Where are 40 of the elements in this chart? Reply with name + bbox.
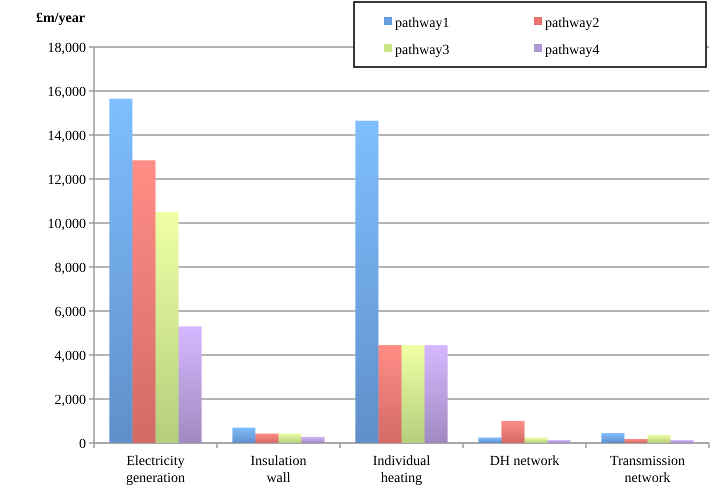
y-tick-label: 4,000 [54,348,86,364]
x-tick-label: Insulation wall [250,454,306,486]
x-tick-label: Transmission network [610,454,685,486]
bar [402,345,425,443]
bar [178,326,202,443]
x-tick-label: Individual heating [372,454,430,486]
bar [524,438,548,443]
bar [156,212,179,443]
x-tick-label: Electricity generation [126,454,186,486]
bar [624,439,648,443]
x-tick-label: DH network [490,454,560,469]
bar [548,440,571,443]
bar [670,440,694,443]
y-tick-label: 2,000 [54,392,86,408]
bar [601,433,624,443]
y-tick-label: 12,000 [48,172,86,188]
bar [424,345,448,443]
bar [648,434,671,443]
bar [232,428,256,443]
y-tick-label: 10,000 [48,216,86,232]
bar [355,120,378,443]
y-axis-title: £m/year [36,11,85,26]
legend-label: pathway3 [395,42,450,58]
bar [278,434,302,443]
bar [255,434,278,443]
y-tick-label: 18,000 [48,40,86,56]
y-tick-label: 14,000 [48,128,86,144]
y-tick-label: 8,000 [54,260,86,276]
y-tick-label: 0 [79,436,86,452]
y-tick-label: 16,000 [48,84,86,100]
legend-label: pathway1 [395,16,450,31]
legend-label: pathway2 [545,16,600,31]
bar [501,421,524,443]
bar [132,160,156,443]
bar [478,438,502,443]
bar [302,436,325,443]
bar [109,98,132,443]
legend-label: pathway4 [545,42,600,58]
bar [378,345,402,443]
y-tick-label: 6,000 [54,304,86,320]
